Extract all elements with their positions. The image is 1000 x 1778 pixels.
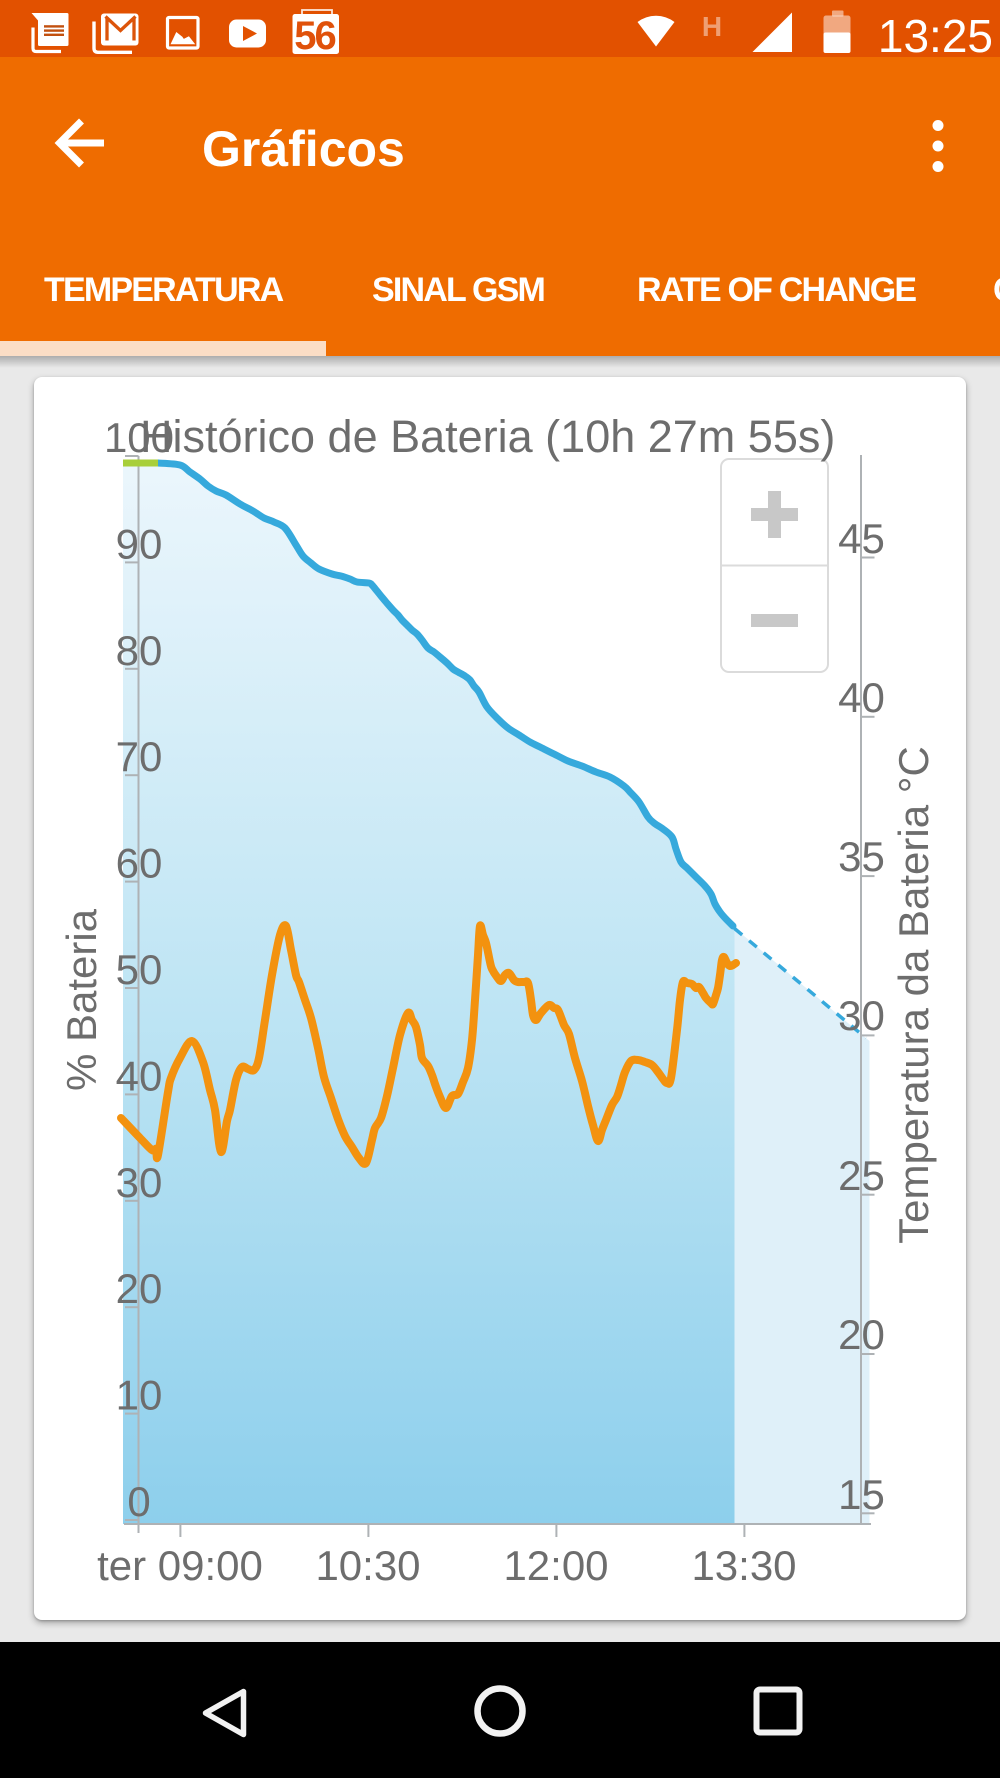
svg-text:20: 20 — [116, 1265, 163, 1312]
svg-text:10:30: 10:30 — [315, 1542, 420, 1589]
svg-text:0: 0 — [127, 1478, 150, 1525]
svg-text:40: 40 — [116, 1052, 163, 1099]
svg-text:80: 80 — [116, 627, 163, 674]
svg-text:56: 56 — [294, 14, 335, 58]
svg-text:ter 09:00: ter 09:00 — [97, 1542, 263, 1589]
svg-text:Histórico de Bateria (10h 27m: Histórico de Bateria (10h 27m 55s) — [140, 411, 835, 462]
svg-text:35: 35 — [838, 833, 885, 880]
svg-text:45: 45 — [838, 515, 885, 562]
svg-text:60: 60 — [116, 840, 163, 887]
svg-text:50: 50 — [116, 946, 163, 993]
svg-text:90: 90 — [116, 520, 163, 567]
svg-text:% Bateria: % Bateria — [58, 908, 105, 1091]
svg-text:100: 100 — [104, 414, 174, 461]
svg-text:H: H — [702, 11, 722, 42]
svg-text:30: 30 — [838, 992, 885, 1039]
svg-text:70: 70 — [116, 733, 163, 780]
svg-text:20: 20 — [838, 1311, 885, 1358]
svg-text:13:25: 13:25 — [878, 10, 993, 62]
svg-text:40: 40 — [838, 674, 885, 721]
svg-text:13:30: 13:30 — [691, 1542, 796, 1589]
svg-text:10: 10 — [116, 1372, 163, 1419]
svg-text:Temperatura da Bateria °C: Temperatura da Bateria °C — [890, 746, 937, 1244]
svg-text:12:00: 12:00 — [503, 1542, 608, 1589]
svg-text:25: 25 — [838, 1152, 885, 1199]
svg-text:15: 15 — [838, 1471, 885, 1518]
svg-text:30: 30 — [116, 1159, 163, 1206]
